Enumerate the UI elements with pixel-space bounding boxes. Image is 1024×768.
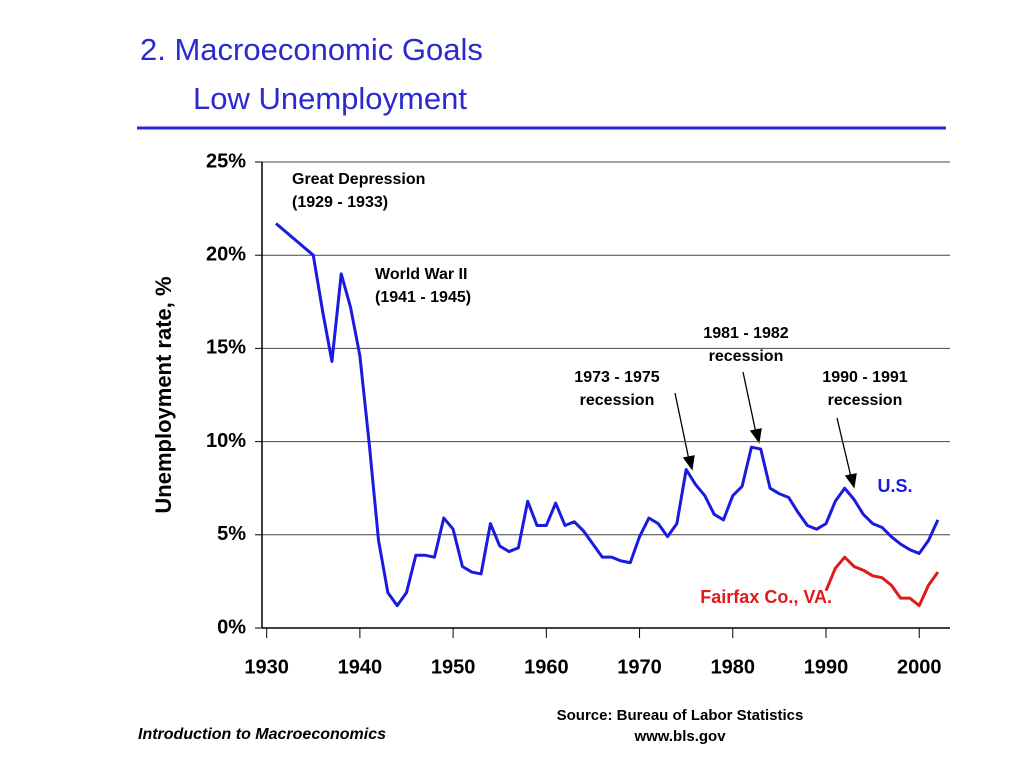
arrowhead bbox=[682, 455, 695, 471]
annotation: (1929 - 1933) bbox=[292, 194, 388, 211]
x-tick-label: 1980 bbox=[711, 656, 756, 678]
annotation: (1941 - 1945) bbox=[375, 289, 471, 306]
arrow bbox=[836, 417, 852, 478]
x-tick-label: 1940 bbox=[338, 656, 383, 678]
annotation: 1981 - 1982 bbox=[703, 325, 789, 342]
annotation: 1990 - 1991 bbox=[822, 369, 908, 386]
arrow bbox=[742, 371, 757, 434]
y-tick-label: 10% bbox=[206, 430, 246, 452]
x-tick-label: 2000 bbox=[897, 656, 942, 678]
arrowhead bbox=[844, 473, 857, 489]
y-tick-label: 5% bbox=[217, 523, 246, 545]
arrowhead bbox=[749, 428, 762, 444]
annotation: recession bbox=[580, 392, 655, 409]
slide-subtitle: Low Unemployment bbox=[193, 81, 467, 116]
annotation: recession bbox=[828, 392, 903, 409]
source: Source: Bureau of Labor Statistics bbox=[557, 707, 804, 724]
series-label: U.S. bbox=[877, 476, 912, 496]
annotation: Great Depression bbox=[292, 171, 425, 188]
arrow bbox=[674, 392, 690, 461]
series-label: Fairfax Co., VA. bbox=[700, 587, 832, 607]
series-line bbox=[275, 222, 940, 608]
source-url: www.bls.gov bbox=[633, 728, 726, 745]
x-tick-label: 1970 bbox=[617, 656, 662, 678]
y-tick-label: 0% bbox=[217, 616, 246, 638]
y-tick-label: 20% bbox=[206, 243, 246, 265]
x-tick-label: 1950 bbox=[431, 656, 476, 678]
footer: Introduction to Macroeconomics bbox=[138, 726, 386, 743]
y-axis-label: Unemployment rate, % bbox=[151, 276, 176, 513]
y-tick-label: 25% bbox=[206, 150, 246, 172]
arrows bbox=[674, 371, 857, 489]
x-tick-label: 1960 bbox=[524, 656, 569, 678]
annotation: World War II bbox=[375, 266, 467, 283]
slide-title: 2. Macroeconomic Goals bbox=[140, 32, 483, 67]
annotation: recession bbox=[709, 348, 784, 365]
annotation: 1973 - 1975 bbox=[574, 369, 660, 386]
y-tick-label: 15% bbox=[206, 337, 246, 359]
series-line bbox=[824, 555, 940, 608]
x-tick-label: 1990 bbox=[804, 656, 849, 678]
x-tick-label: 1930 bbox=[244, 656, 289, 678]
